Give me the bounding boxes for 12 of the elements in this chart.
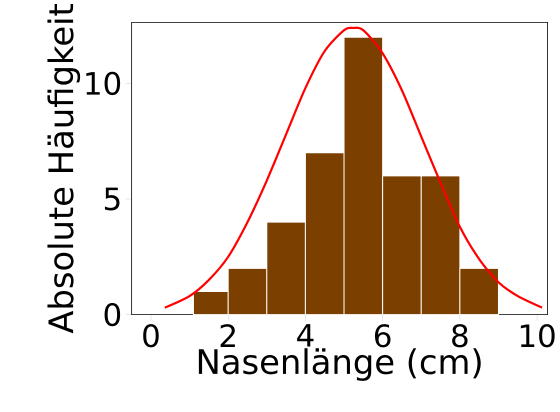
y-tick-label: 10 <box>86 72 120 95</box>
x-tick-label: 8 <box>452 324 468 348</box>
line-series <box>164 26 544 309</box>
y-tick-label: 5 <box>104 187 120 210</box>
x-axis-title: Nasenlänge (cm) <box>198 348 481 381</box>
y-tick-label: 0 <box>104 302 120 326</box>
x-tick-label: 4 <box>297 324 314 346</box>
y-axis-title: Absolute Häufigkeit <box>47 4 80 334</box>
x-tick-label: 0 <box>143 324 159 348</box>
x-tick-label: 2 <box>220 324 235 347</box>
x-tick-label: 10 <box>520 324 555 348</box>
x-tick-label: 6 <box>374 324 390 348</box>
